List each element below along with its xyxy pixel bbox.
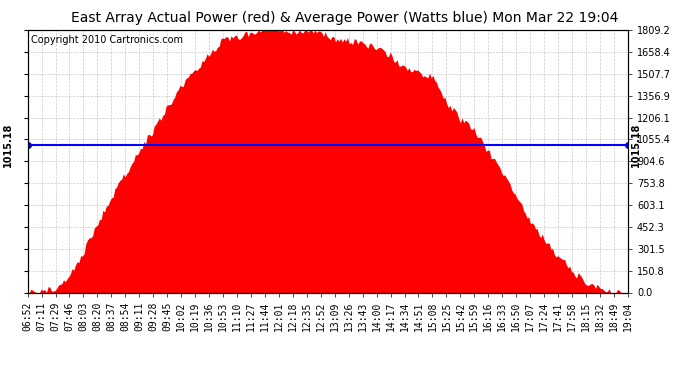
Text: 1015.18: 1015.18 — [631, 123, 641, 167]
Text: Copyright 2010 Cartronics.com: Copyright 2010 Cartronics.com — [30, 35, 183, 45]
Text: East Array Actual Power (red) & Average Power (Watts blue) Mon Mar 22 19:04: East Array Actual Power (red) & Average … — [71, 11, 619, 25]
Text: 1015.18: 1015.18 — [3, 123, 12, 167]
